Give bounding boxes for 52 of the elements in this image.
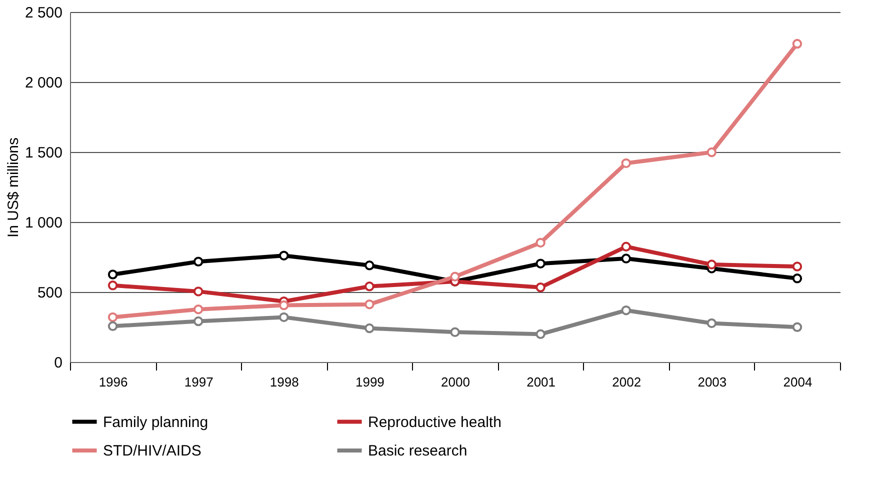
point [706,260,717,270]
legend-label: Basic research [368,442,468,460]
y-axis-title: In US$ millions [4,137,22,238]
point [621,242,631,252]
point [279,250,289,260]
x-tick-label: 1996 [98,374,128,390]
point [193,304,204,314]
y-tick-label: 2 000 [24,74,62,92]
point [108,270,118,280]
x-tick-label: 2004 [783,374,812,390]
legend-label: STD/HIV/AIDS [103,442,202,460]
x-tick-label: 2002 [612,374,642,390]
point [792,38,802,49]
legend-label: Reproductive health [368,414,502,431]
point [193,256,204,266]
point [792,274,802,284]
x-tick-label: 2000 [441,374,470,390]
point [364,323,374,334]
point [108,312,118,322]
point [536,282,546,292]
point [279,312,289,322]
point [364,282,374,292]
point [536,258,546,268]
x-tick-label: 1998 [270,374,299,390]
point [450,327,460,338]
y-tick-label: 500 [37,284,62,302]
point [536,238,546,248]
point [193,286,204,296]
y-tick-label: 1 000 [24,214,62,232]
point [450,272,460,282]
point [108,280,118,290]
x-tick-label: 2001 [526,374,556,390]
point [536,329,546,340]
point [792,262,802,272]
point [706,147,717,158]
point [364,299,374,310]
y-tick-label: 2 500 [24,4,62,22]
x-tick-label: 1999 [355,374,384,390]
point [108,321,118,332]
point [364,260,374,270]
point [621,305,631,316]
point [193,316,204,326]
y-tick-label: 0 [54,354,62,372]
point [621,254,631,264]
y-tick-label: 1 500 [24,144,62,162]
point [621,158,631,168]
point [792,322,802,332]
x-tick-label: 2003 [698,374,727,390]
x-tick-label: 1997 [184,374,214,390]
legend-label: Family planning [103,414,208,431]
point [706,318,717,328]
point [279,300,289,310]
